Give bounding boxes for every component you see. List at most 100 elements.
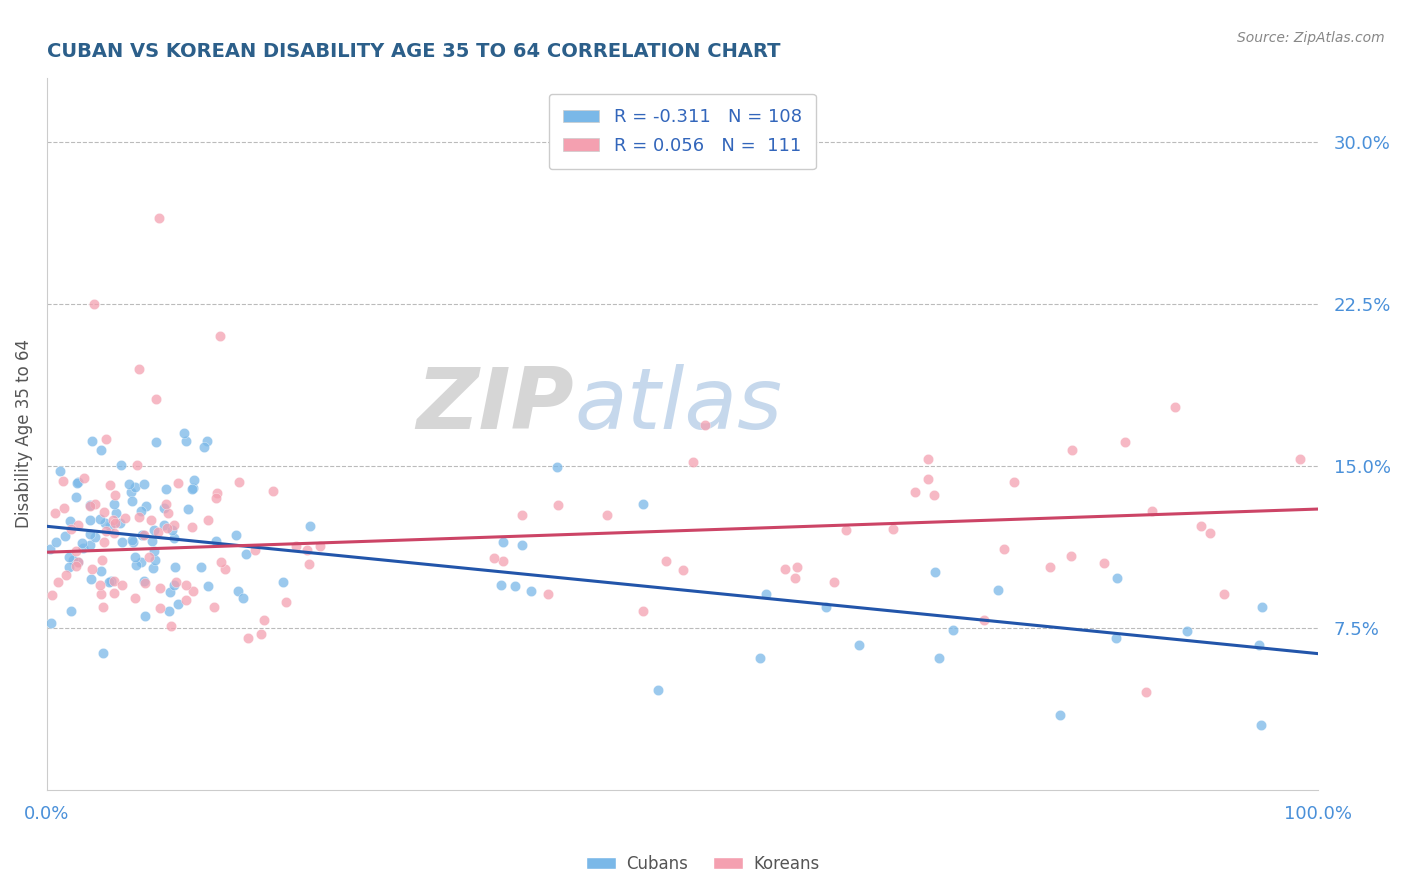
Point xyxy=(159,619,181,633)
Point xyxy=(79,498,101,512)
Point xyxy=(52,475,75,489)
Point xyxy=(748,651,770,665)
Point xyxy=(775,562,797,576)
Point xyxy=(655,553,678,567)
Point xyxy=(682,455,704,469)
Point xyxy=(165,575,187,590)
Point xyxy=(786,560,808,574)
Point xyxy=(103,585,125,599)
Point xyxy=(90,443,112,458)
Text: CUBAN VS KOREAN DISABILITY AGE 35 TO 64 CORRELATION CHART: CUBAN VS KOREAN DISABILITY AGE 35 TO 64 … xyxy=(46,42,780,61)
Point xyxy=(1289,451,1312,466)
Point xyxy=(176,593,198,607)
Point xyxy=(66,475,89,489)
Point xyxy=(1092,556,1115,570)
Point xyxy=(148,211,170,225)
Point xyxy=(149,581,172,595)
Point xyxy=(138,550,160,565)
Point xyxy=(1049,708,1071,723)
Point xyxy=(103,497,125,511)
Point xyxy=(93,535,115,549)
Point xyxy=(104,516,127,531)
Point xyxy=(93,505,115,519)
Point xyxy=(285,539,308,553)
Point xyxy=(91,599,114,614)
Point xyxy=(89,578,111,592)
Point xyxy=(110,458,132,472)
Point xyxy=(55,568,77,582)
Point xyxy=(835,523,858,537)
Point xyxy=(153,501,176,516)
Point xyxy=(904,484,927,499)
Point xyxy=(484,550,506,565)
Point xyxy=(67,518,90,533)
Point xyxy=(80,562,103,576)
Point xyxy=(299,519,322,533)
Point xyxy=(58,549,80,564)
Point xyxy=(228,475,250,489)
Point xyxy=(1114,434,1136,449)
Point xyxy=(1175,624,1198,638)
Point xyxy=(104,488,127,502)
Point xyxy=(160,524,183,538)
Point xyxy=(48,465,70,479)
Point xyxy=(174,578,197,592)
Point xyxy=(1249,638,1271,652)
Point xyxy=(67,555,90,569)
Point xyxy=(236,631,259,645)
Point xyxy=(53,500,76,515)
Point xyxy=(131,528,153,542)
Point xyxy=(66,475,89,490)
Point xyxy=(917,472,939,486)
Point xyxy=(110,578,132,592)
Point xyxy=(114,511,136,525)
Point xyxy=(924,565,946,579)
Point xyxy=(1164,400,1187,414)
Point xyxy=(125,458,148,472)
Point xyxy=(131,527,153,541)
Point xyxy=(928,650,950,665)
Point xyxy=(155,482,177,496)
Point xyxy=(823,575,845,590)
Point xyxy=(491,554,513,568)
Point xyxy=(942,623,965,637)
Point xyxy=(65,544,87,558)
Point xyxy=(59,515,82,529)
Point xyxy=(141,534,163,549)
Point xyxy=(253,613,276,627)
Point xyxy=(79,499,101,513)
Point xyxy=(672,563,695,577)
Point xyxy=(145,392,167,406)
Point xyxy=(134,527,156,541)
Point xyxy=(65,490,87,504)
Point xyxy=(73,470,96,484)
Point xyxy=(145,435,167,450)
Point xyxy=(205,486,228,500)
Point xyxy=(70,536,93,550)
Point xyxy=(125,558,148,572)
Point xyxy=(298,558,321,572)
Point xyxy=(631,498,654,512)
Point xyxy=(146,525,169,540)
Point xyxy=(1250,600,1272,615)
Point xyxy=(631,605,654,619)
Point xyxy=(993,541,1015,556)
Point xyxy=(546,460,568,475)
Point xyxy=(91,646,114,660)
Point xyxy=(134,576,156,591)
Point xyxy=(537,587,560,601)
Point xyxy=(193,440,215,454)
Point xyxy=(848,638,870,652)
Point xyxy=(695,418,717,433)
Point xyxy=(204,533,226,548)
Point xyxy=(510,538,533,552)
Point xyxy=(83,497,105,511)
Point xyxy=(60,604,83,618)
Point xyxy=(141,513,163,527)
Point xyxy=(647,682,669,697)
Point xyxy=(262,483,284,498)
Point xyxy=(1199,526,1222,541)
Point xyxy=(103,574,125,588)
Point xyxy=(209,555,232,569)
Point xyxy=(1213,587,1236,601)
